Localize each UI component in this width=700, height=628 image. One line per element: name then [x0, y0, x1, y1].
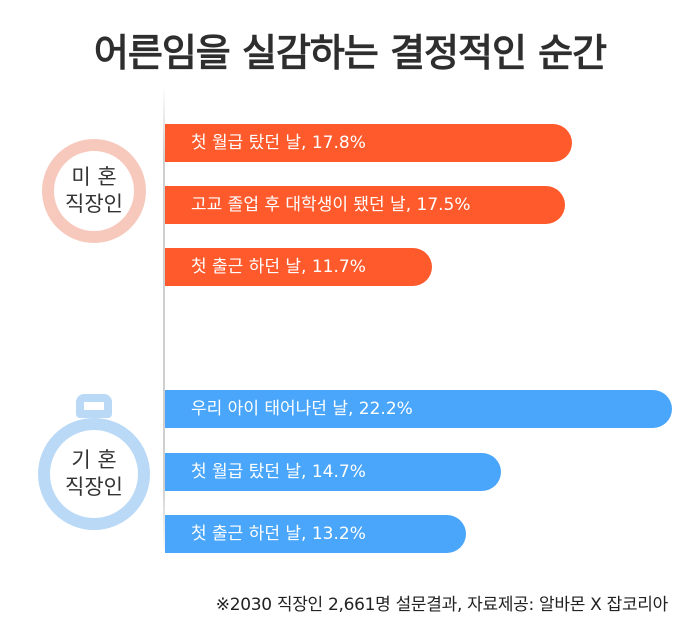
ring-icon: 기 혼 직장인 — [38, 394, 150, 544]
bar-label: 첫 출근 하던 날, 13.2% — [191, 524, 366, 544]
bar-married-2: 첫 월급 탔던 날, 14.7% — [165, 453, 501, 491]
married-label-line2: 직장인 — [65, 475, 123, 499]
unmarried-label-line2: 직장인 — [65, 192, 123, 216]
married-label-line1: 기 혼 — [71, 448, 117, 472]
unmarried-badge: 미 혼 직장인 — [42, 139, 146, 243]
axis-line — [163, 86, 165, 556]
chart-title: 어른임을 실감하는 결정적인 순간 — [93, 31, 607, 75]
bar-unmarried-3: 첫 출근 하던 날, 11.7% — [165, 248, 432, 286]
unmarried-label-line1: 미 혼 — [71, 165, 117, 189]
bar-label: 우리 아이 태어나던 날, 22.2% — [191, 399, 413, 419]
bar-label: 고교 졸업 후 대학생이 됐던 날, 17.5% — [191, 195, 471, 215]
married-badge: 기 혼 직장인 — [38, 418, 150, 530]
bar-unmarried-2: 고교 졸업 후 대학생이 됐던 날, 17.5% — [165, 186, 565, 224]
bar-label: 첫 월급 탔던 날, 17.8% — [191, 133, 366, 153]
ring-gem-icon — [76, 394, 112, 418]
footnote: ※2030 직장인 2,661명 설문결과, 자료제공: 알바몬 X 잡코리아 — [215, 595, 669, 615]
bar-unmarried-1: 첫 월급 탔던 날, 17.8% — [165, 124, 572, 162]
bar-married-3: 첫 출근 하던 날, 13.2% — [165, 515, 466, 553]
bar-label: 첫 출근 하던 날, 11.7% — [191, 257, 366, 277]
bar-label: 첫 월급 탔던 날, 14.7% — [191, 462, 366, 482]
bar-married-1: 우리 아이 태어나던 날, 22.2% — [165, 390, 672, 428]
